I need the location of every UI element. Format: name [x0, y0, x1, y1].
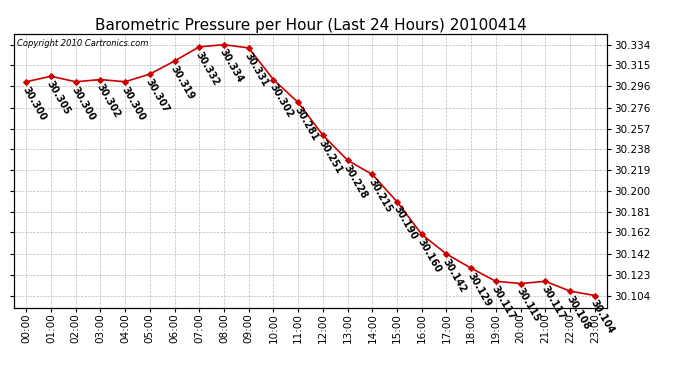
Text: 30.300: 30.300: [70, 84, 97, 122]
Text: 30.300: 30.300: [119, 84, 146, 122]
Text: 30.129: 30.129: [465, 271, 493, 309]
Text: 30.142: 30.142: [441, 257, 468, 294]
Text: 30.334: 30.334: [218, 47, 246, 85]
Title: Barometric Pressure per Hour (Last 24 Hours) 20100414: Barometric Pressure per Hour (Last 24 Ho…: [95, 18, 526, 33]
Text: 30.117: 30.117: [490, 284, 518, 322]
Text: 30.331: 30.331: [243, 51, 270, 88]
Text: 30.104: 30.104: [589, 298, 616, 336]
Text: 30.302: 30.302: [268, 82, 295, 120]
Text: 30.300: 30.300: [20, 84, 48, 122]
Text: 30.302: 30.302: [95, 82, 122, 120]
Text: 30.307: 30.307: [144, 77, 171, 114]
Text: 30.319: 30.319: [168, 64, 196, 101]
Text: 30.215: 30.215: [366, 177, 394, 215]
Text: 30.108: 30.108: [564, 294, 592, 332]
Text: Copyright 2010 Cartronics.com: Copyright 2010 Cartronics.com: [17, 39, 148, 48]
Text: 30.117: 30.117: [540, 284, 567, 322]
Text: 30.228: 30.228: [342, 163, 369, 201]
Text: 30.305: 30.305: [45, 79, 72, 117]
Text: 30.281: 30.281: [293, 105, 319, 143]
Text: 30.251: 30.251: [317, 138, 344, 176]
Text: 30.160: 30.160: [416, 237, 443, 274]
Text: 30.332: 30.332: [193, 50, 221, 87]
Text: 30.115: 30.115: [515, 286, 542, 324]
Text: 30.190: 30.190: [391, 204, 419, 242]
